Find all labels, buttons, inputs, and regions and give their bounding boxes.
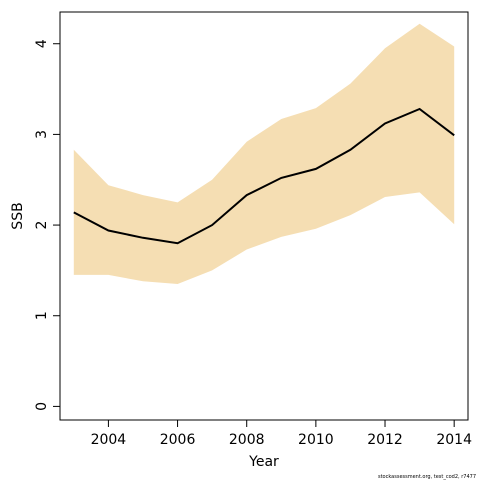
y-tick-label: 4 [34,39,50,48]
y-axis: 0 1 2 3 4 [34,39,60,411]
x-tick-label: 2010 [298,432,334,448]
x-axis-title: Year [248,454,279,470]
confidence-band [73,23,455,285]
x-tick-label: 2004 [91,432,127,448]
ssb-line [73,107,455,245]
plot-frame [59,11,469,421]
x-tick-label: 2008 [229,432,265,448]
footnote: stockassessment.org, test_cod2, r7477 [378,474,476,480]
x-tick-label: 2014 [436,432,472,448]
x-axis: 2004 2006 2008 2010 2012 2014 [91,420,472,448]
x-tick-label: 2006 [160,432,196,448]
y-axis-title: SSB [10,202,26,229]
y-tick-label: 2 [34,221,50,230]
y-tick-label: 1 [34,311,50,320]
x-tick-label: 2012 [367,432,403,448]
y-tick-label: 3 [34,130,50,139]
y-tick-label: 0 [34,402,50,411]
